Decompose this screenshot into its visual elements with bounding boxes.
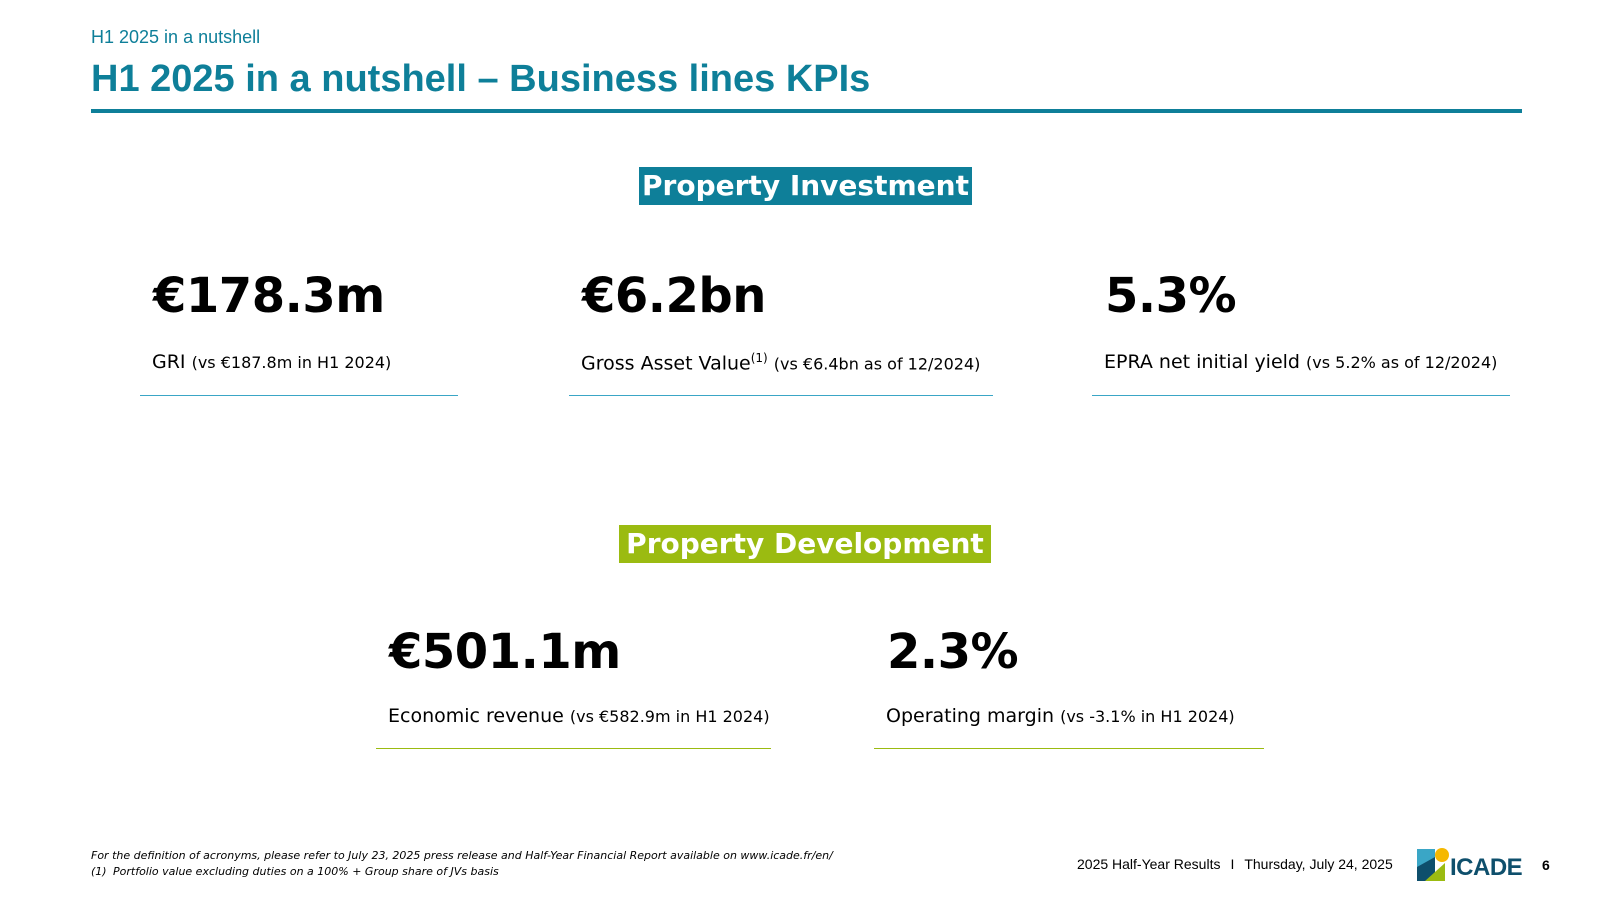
icade-logo: ICADE — [1417, 847, 1523, 883]
breadcrumb: H1 2025 in a nutshell — [91, 27, 261, 47]
property-development-badge: Property Development — [619, 525, 991, 563]
kpi-value: €501.1m — [389, 624, 621, 680]
footnote-text: Portfolio value excluding duties on a 10… — [113, 865, 499, 878]
kpi-label: Economic revenue — [388, 705, 564, 727]
kpi-comparison: (vs -3.1% in H1 2024) — [1060, 707, 1235, 726]
kpi-value: €6.2bn — [582, 268, 766, 324]
kpi-divider — [874, 748, 1264, 749]
kpi-economic-revenue: €501.1m — [389, 624, 621, 680]
kpi-divider — [569, 395, 993, 396]
kpi-comparison: (vs €187.8m in H1 2024) — [191, 353, 392, 372]
kpi-value: 5.3% — [1105, 268, 1237, 324]
footnote-ref: (1) — [750, 351, 768, 365]
title-divider — [91, 109, 1522, 113]
kpi-epra-yield: 5.3% — [1105, 268, 1237, 324]
kpi-caption-operating-margin: Operating margin (vs -3.1% in H1 2024) — [886, 705, 1235, 727]
kpi-caption-gav: Gross Asset Value(1) (vs €6.4bn as of 12… — [581, 351, 980, 374]
kpi-label: GRI — [152, 351, 186, 373]
kpi-comparison: (vs 5.2% as of 12/2024) — [1306, 353, 1498, 372]
kpi-caption-epra-yield: EPRA net initial yield (vs 5.2% as of 12… — [1104, 351, 1497, 373]
footer-report: 2025 Half-Year Results — [1077, 856, 1221, 872]
logo-wordmark: ICADE — [1450, 854, 1523, 881]
property-investment-badge: Property Investment — [639, 167, 972, 205]
kpi-caption-gri: GRI (vs €187.8m in H1 2024) — [152, 351, 391, 373]
kpi-label: Gross Asset Value — [581, 352, 751, 375]
page-number: 6 — [1542, 857, 1550, 873]
kpi-value: €178.3m — [153, 268, 385, 324]
kpi-comparison: (vs €582.9m in H1 2024) — [569, 707, 770, 726]
footnote-1: (1) Portfolio value excluding duties on a… — [91, 864, 833, 880]
footnotes: For the definition of acronyms, please r… — [91, 848, 833, 880]
kpi-caption-economic-revenue: Economic revenue (vs €582.9m in H1 2024) — [388, 705, 770, 727]
page-title: H1 2025 in a nutshell – Business lines K… — [91, 58, 871, 100]
footer-caption: 2025 Half-Year Results I Thursday, July 24… — [1077, 856, 1393, 872]
kpi-operating-margin: 2.3% — [887, 624, 1019, 680]
footer-separator: I — [1230, 856, 1235, 872]
kpi-divider — [376, 748, 771, 749]
kpi-divider — [1092, 395, 1510, 396]
footer-date: Thursday, July 24, 2025 — [1244, 856, 1393, 872]
icade-logo-mark-icon — [1417, 848, 1449, 881]
kpi-divider — [140, 395, 458, 396]
kpi-gri: €178.3m — [153, 268, 385, 324]
kpi-comparison: (vs €6.4bn as of 12/2024) — [773, 354, 981, 374]
kpi-label: Operating margin — [886, 705, 1055, 727]
kpi-value: 2.3% — [887, 624, 1019, 680]
kpi-gav: €6.2bn — [582, 268, 766, 324]
kpi-label: EPRA net initial yield — [1104, 351, 1300, 373]
footnote-definition: For the definition of acronyms, please r… — [91, 849, 833, 862]
footnote-number: (1) — [91, 865, 107, 878]
